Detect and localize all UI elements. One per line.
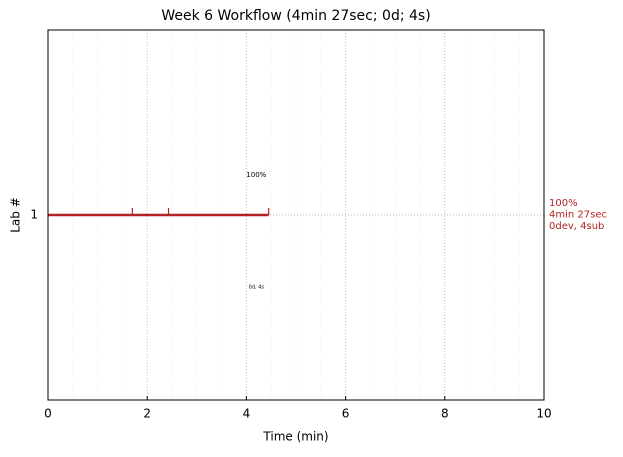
x-tick-label: 8 (441, 407, 449, 421)
plot-frame (47, 29, 545, 401)
annotation: 0d, 4s (249, 285, 265, 291)
y-axis-label: Lab # (9, 197, 23, 233)
end-label: 0dev, 4sub (549, 221, 604, 232)
x-tick-label: 6 (342, 407, 350, 421)
y-tick-label: 1 (30, 208, 38, 222)
x-tick-label: 4 (243, 407, 251, 421)
end-label: 100% (549, 198, 578, 209)
x-axis-label: Time (min) (262, 430, 328, 444)
x-tick-label: 0 (44, 407, 52, 421)
x-tick-label: 10 (536, 407, 551, 421)
annotation: 100% (246, 171, 266, 179)
chart-title: Week 6 Workflow (4min 27sec; 0d; 4s) (161, 8, 430, 24)
end-label: 4min 27sec (549, 210, 607, 221)
x-tick-label: 2 (143, 407, 151, 421)
